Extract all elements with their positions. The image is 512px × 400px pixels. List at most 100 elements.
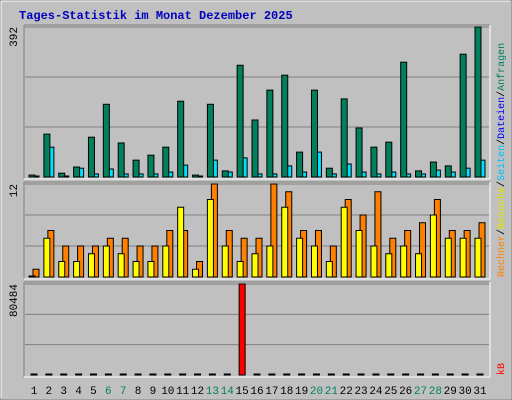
bar: [444, 237, 452, 278]
bar: [73, 261, 81, 278]
bar: [342, 373, 350, 376]
bar: [177, 100, 185, 178]
bar: [431, 373, 439, 376]
legend: kB: [496, 363, 508, 375]
bar: [310, 89, 318, 178]
x-tick-label: 14: [221, 386, 235, 398]
bar: [132, 261, 140, 278]
bar: [325, 261, 333, 278]
legend: Rechner/Besuche/Seiten/Dateien/Anfragen: [496, 43, 508, 277]
chart-title: Tages-Statistik im Monat Dezember 2025: [19, 9, 293, 23]
bar: [419, 222, 427, 278]
bar: [75, 373, 83, 376]
bar: [87, 253, 95, 278]
bar: [429, 214, 437, 278]
bar: [266, 89, 274, 178]
x-tick-label: 15: [236, 386, 249, 398]
bar: [312, 373, 320, 376]
bar: [206, 199, 214, 278]
bar: [387, 373, 395, 376]
bar: [43, 133, 51, 178]
x-tick-label: 19: [295, 386, 308, 398]
bar: [28, 174, 36, 178]
y-tick-label: 80484: [9, 284, 21, 317]
bar: [374, 191, 382, 278]
bar: [104, 373, 112, 376]
x-tick-label: 6: [105, 386, 112, 398]
y-tick-label: 12: [9, 184, 21, 197]
bar: [385, 253, 393, 278]
bar: [474, 26, 482, 178]
bar: [223, 373, 231, 376]
bar: [240, 237, 248, 278]
x-tick-label: 3: [60, 386, 67, 398]
bar: [476, 373, 484, 376]
bar: [117, 253, 125, 278]
bar: [281, 74, 289, 178]
bar: [149, 373, 157, 376]
bar: [310, 245, 318, 278]
bar: [221, 170, 229, 178]
bar: [194, 373, 202, 376]
legend-item: Rechner: [496, 235, 508, 277]
bar: [162, 146, 170, 178]
x-tick-label: 31: [473, 386, 487, 398]
bar: [58, 261, 66, 278]
bar: [270, 183, 278, 278]
bar: [417, 373, 425, 376]
bar: [459, 237, 467, 278]
bar: [355, 230, 363, 278]
bar: [58, 172, 66, 178]
bar: [253, 373, 261, 376]
bar: [89, 373, 97, 376]
bar: [119, 373, 127, 376]
x-tick-label: 28: [429, 386, 442, 398]
legend-item: Seiten: [496, 145, 508, 181]
legend-item: Besuche: [496, 187, 508, 229]
bar: [206, 103, 214, 178]
bar: [283, 373, 291, 376]
bar: [340, 98, 348, 178]
bar: [268, 373, 276, 376]
bar: [192, 174, 200, 178]
x-tick-label: 1: [31, 386, 38, 398]
x-tick-label: 21: [325, 386, 339, 398]
x-tick-label: 22: [340, 386, 353, 398]
bar: [474, 237, 482, 278]
bar: [266, 245, 274, 278]
bar: [296, 151, 304, 178]
bar: [221, 245, 229, 278]
bar: [179, 373, 187, 376]
bar: [385, 141, 393, 178]
y-tick-label: 392: [9, 27, 21, 47]
x-tick-label: 11: [176, 386, 190, 398]
x-tick-label: 20: [310, 386, 323, 398]
bar: [415, 170, 423, 178]
x-tick-label: 23: [354, 386, 367, 398]
bar: [355, 127, 363, 178]
x-tick-label: 4: [75, 386, 82, 398]
bar: [30, 373, 38, 376]
bar: [177, 206, 185, 278]
bar: [461, 373, 469, 376]
bar: [372, 373, 380, 376]
bar: [298, 373, 306, 376]
bar: [400, 61, 408, 178]
bar: [32, 268, 40, 278]
bar: [117, 142, 125, 178]
bar: [45, 373, 53, 376]
bar: [192, 268, 200, 278]
bar: [162, 245, 170, 278]
bar: [164, 373, 172, 376]
bar: [238, 283, 246, 376]
bar: [429, 161, 437, 178]
bar: [251, 119, 259, 178]
bar: [102, 103, 110, 178]
bar: [446, 373, 454, 376]
x-tick-label: 7: [120, 386, 127, 398]
bar: [400, 245, 408, 278]
bar: [236, 261, 244, 278]
legend-separator: /: [496, 229, 508, 235]
x-tick-label: 24: [369, 386, 383, 398]
bar: [325, 167, 333, 178]
